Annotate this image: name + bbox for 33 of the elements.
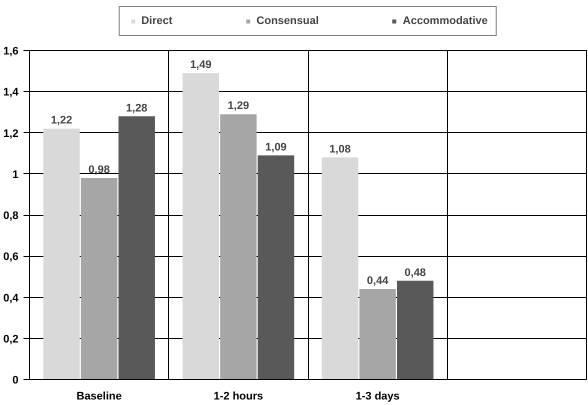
bar <box>322 157 358 380</box>
y-tick-label: 1,4 <box>3 86 20 99</box>
data-label: 0,98 <box>88 164 110 176</box>
legend-label: Accommodative <box>402 15 488 27</box>
bar <box>220 114 257 380</box>
x-tick-label: Baseline <box>76 390 122 402</box>
bar <box>43 128 80 380</box>
y-tick-label: 0 <box>12 374 19 386</box>
data-label: 1,08 <box>329 143 351 156</box>
y-tick-label: 1,6 <box>3 46 19 58</box>
data-label: 0,48 <box>404 266 426 279</box>
legend-label: Consensual <box>256 15 319 27</box>
bar <box>80 178 118 380</box>
bar <box>182 73 220 380</box>
data-label: 1,28 <box>126 102 148 114</box>
y-tick-label: 0,2 <box>3 333 19 346</box>
y-tick-label: 0,8 <box>3 210 19 222</box>
legend-label: Direct <box>141 15 172 27</box>
bar <box>118 116 155 380</box>
data-label: 0,44 <box>366 275 390 288</box>
y-tick-label: 1,2 <box>3 128 19 140</box>
y-tick-label: 0,6 <box>3 251 19 264</box>
data-label: 1,22 <box>50 114 72 127</box>
data-label: 1,09 <box>265 141 287 154</box>
data-label: 1,29 <box>228 100 250 112</box>
x-tick-label: 1-2 hours <box>214 390 264 402</box>
bar <box>359 289 396 380</box>
y-tick-label: 0,4 <box>3 292 20 304</box>
y-tick-label: 1 <box>12 168 19 181</box>
bar <box>396 280 434 380</box>
data-label: 1,49 <box>190 59 212 72</box>
bar <box>258 155 294 380</box>
x-tick-label: 1-3 days <box>356 390 400 402</box>
